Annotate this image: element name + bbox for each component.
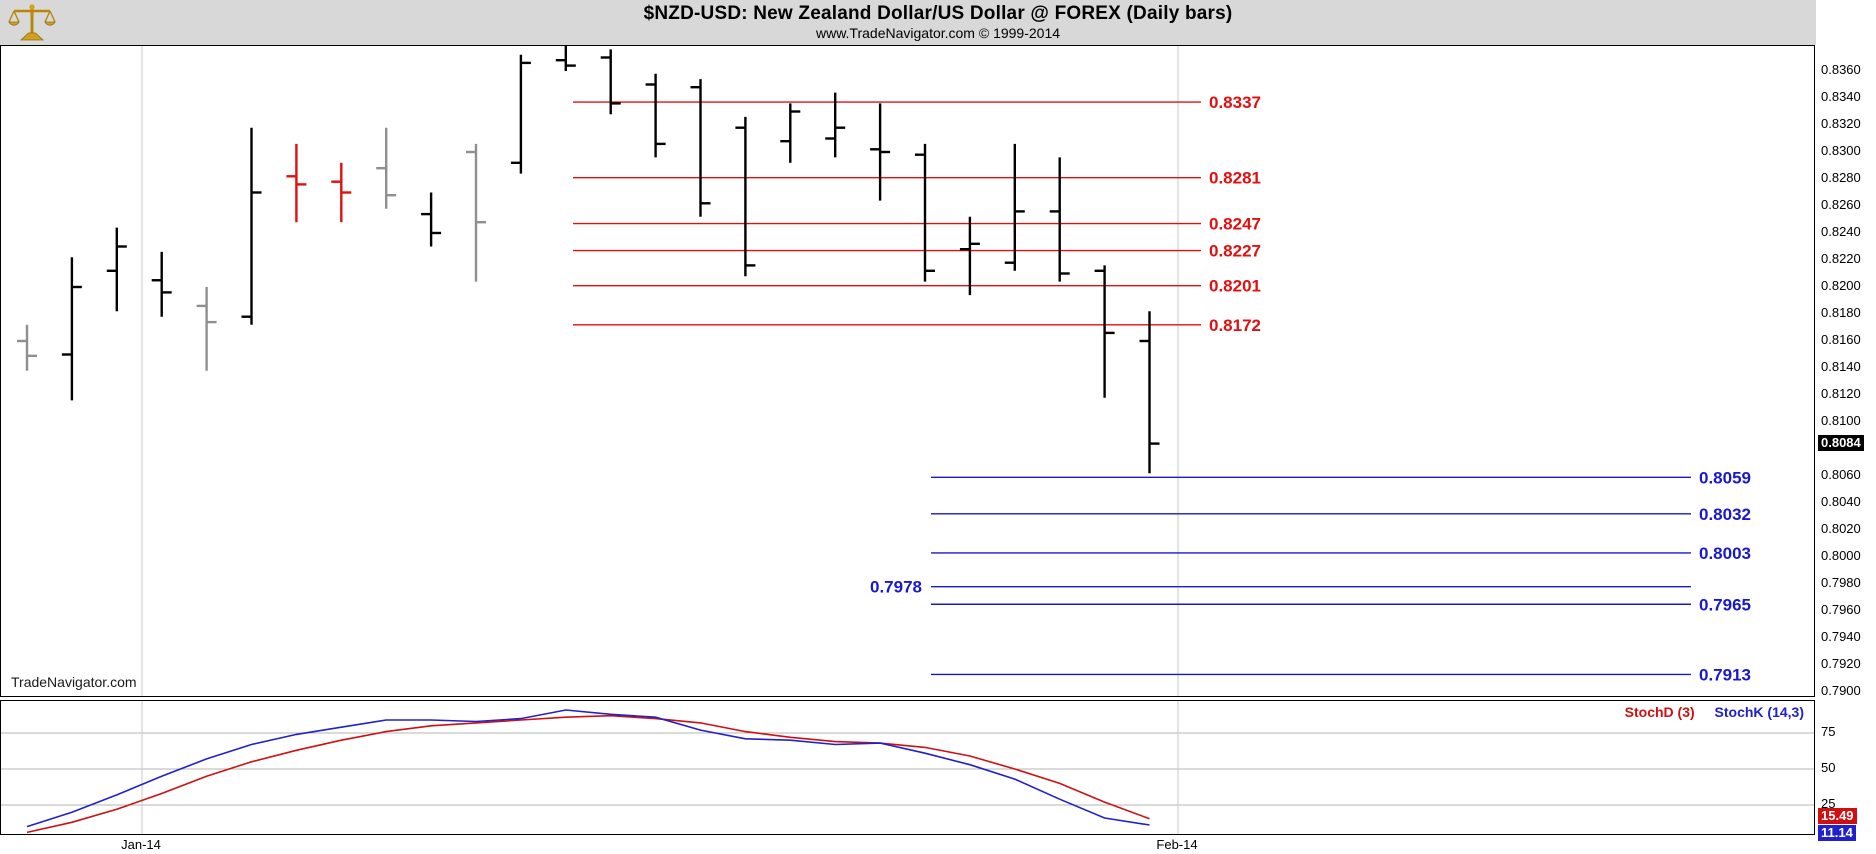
stochd-value-box: 15.49 bbox=[1818, 808, 1857, 824]
price-tick-label: 0.8180 bbox=[1821, 305, 1861, 320]
stoch-tick-label: 75 bbox=[1821, 724, 1836, 739]
stochastic-panel[interactable]: StochD (3) StochK (14,3) bbox=[0, 700, 1815, 835]
price-tick-label: 0.8340 bbox=[1821, 89, 1861, 104]
time-axis-label: Jan-14 bbox=[121, 837, 161, 852]
price-tick-label: 0.7960 bbox=[1821, 602, 1861, 617]
price-axis: 0.8360 0.8340 0.8320 0.8300 0.8280 0.8260 0.82… bbox=[1816, 0, 1876, 854]
stochk-legend[interactable]: StochK (14,3) bbox=[1714, 704, 1804, 720]
price-tick-label: 0.8320 bbox=[1821, 116, 1861, 131]
price-tick-label: 0.8120 bbox=[1821, 386, 1861, 401]
support-label: 0.7965 bbox=[1699, 595, 1751, 614]
chart-subtitle: www.TradeNavigator.com © 1999-2014 bbox=[815, 25, 1061, 41]
stochk-line bbox=[26, 709, 1150, 828]
price-tick-label: 0.8260 bbox=[1821, 197, 1861, 212]
current-price-box: 0.8084 bbox=[1818, 434, 1864, 451]
price-tick-label: 0.8140 bbox=[1821, 359, 1861, 374]
chart-title: $NZD-USD: New Zealand Dollar/US Dollar @… bbox=[643, 3, 1233, 24]
price-tick-label: 0.8240 bbox=[1821, 224, 1861, 239]
stochd-legend[interactable]: StochD (3) bbox=[1624, 704, 1695, 720]
stochd-line bbox=[26, 714, 1150, 834]
price-tick-label: 0.8000 bbox=[1821, 548, 1861, 563]
resistance-label: 0.8201 bbox=[1209, 277, 1261, 296]
price-tick-label: 0.8060 bbox=[1821, 467, 1861, 482]
support-label: 0.7978 bbox=[870, 578, 922, 597]
price-tick-label: 0.8280 bbox=[1821, 170, 1861, 185]
stochk-value-box: 11.14 bbox=[1818, 825, 1856, 841]
support-label: 0.8059 bbox=[1699, 468, 1751, 487]
support-label: 0.8032 bbox=[1699, 505, 1751, 524]
price-tick-label: 0.7940 bbox=[1821, 629, 1861, 644]
price-tick-label: 0.8020 bbox=[1821, 521, 1861, 536]
watermark: TradeNavigator.com bbox=[11, 674, 137, 690]
resistance-label: 0.8337 bbox=[1209, 93, 1261, 112]
price-tick-label: 0.8040 bbox=[1821, 494, 1861, 509]
resistance-label: 0.8281 bbox=[1209, 169, 1261, 188]
price-tick-label: 0.8220 bbox=[1821, 251, 1861, 266]
stoch-tick-label: 25 bbox=[1821, 796, 1836, 811]
price-tick-label: 0.8200 bbox=[1821, 278, 1861, 293]
price-tick-label: 0.7920 bbox=[1821, 656, 1861, 671]
support-label: 0.8003 bbox=[1699, 544, 1751, 563]
chart-header: $NZD-USD: New Zealand Dollar/US Dollar @… bbox=[0, 0, 1876, 45]
price-tick-label: 0.8360 bbox=[1821, 62, 1861, 77]
price-tick-label: 0.7900 bbox=[1821, 683, 1861, 698]
price-tick-label: 0.7980 bbox=[1821, 575, 1861, 590]
resistance-label: 0.8172 bbox=[1209, 316, 1261, 335]
time-axis: Jan-14 Feb-14 bbox=[0, 836, 1815, 854]
price-tick-label: 0.8100 bbox=[1821, 413, 1861, 428]
resistance-label: 0.8247 bbox=[1209, 215, 1261, 234]
scales-logo-icon bbox=[8, 2, 56, 44]
price-tick-label: 0.8160 bbox=[1821, 332, 1861, 347]
stochastic-legend: StochD (3) StochK (14,3) bbox=[1609, 704, 1804, 720]
time-axis-label: Feb-14 bbox=[1156, 837, 1198, 852]
stoch-tick-label: 50 bbox=[1821, 760, 1836, 775]
price-tick-label: 0.8300 bbox=[1821, 143, 1861, 158]
support-label: 0.7913 bbox=[1699, 665, 1751, 684]
resistance-label: 0.8227 bbox=[1209, 242, 1261, 261]
price-chart-panel[interactable]: 0.8337 0.8281 0.8247 0.8227 0.8201 0.8172 0.80… bbox=[0, 45, 1815, 697]
